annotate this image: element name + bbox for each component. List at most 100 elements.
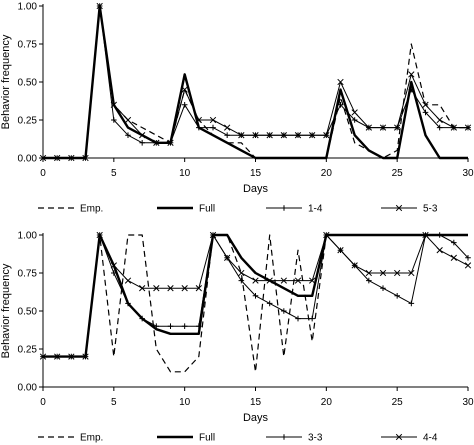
data-point-3-3 [451, 239, 457, 246]
x-axis-title: Days [243, 412, 269, 424]
data-point-5-3 [436, 116, 443, 124]
data-point-3-3 [196, 323, 202, 329]
y-tick-label: 0.75 [18, 269, 38, 280]
data-point-4-4 [96, 231, 103, 239]
data-point-5-3 [195, 116, 202, 124]
x-axis-title: Days [243, 183, 269, 195]
data-point-5-3 [351, 109, 358, 116]
data-point-4-4 [394, 269, 401, 277]
data-point-3-3 [465, 255, 471, 261]
data-point-4-4 [209, 231, 217, 239]
data-point-5-3 [323, 132, 330, 139]
legend-marker-3-3 [281, 434, 287, 440]
data-point-3-3 [252, 293, 259, 299]
data-point-3-3 [111, 270, 117, 276]
data-point-4-4 [351, 262, 358, 269]
data-point-3-3 [281, 308, 287, 314]
data-point-5-3 [82, 154, 89, 162]
y-tick-label: 1.00 [18, 2, 38, 13]
data-point-5-3 [266, 132, 273, 139]
data-point-5-3 [252, 132, 259, 139]
x-tick-label: 20 [321, 168, 333, 179]
data-point-3-3 [309, 315, 315, 322]
data-point-4-4 [195, 285, 202, 292]
data-point-1-4 [181, 102, 188, 108]
x-tick-label: 5 [111, 168, 117, 179]
data-point-3-3 [153, 323, 160, 329]
legend-label-emp: Emp. [80, 204, 103, 215]
data-point-4-4 [39, 353, 47, 360]
y-tick-label: 0.25 [18, 345, 38, 356]
data-point-5-3 [238, 132, 245, 139]
legend-marker-4-4 [395, 433, 403, 441]
data-point-3-3 [394, 293, 400, 299]
x-tick-label: 25 [392, 168, 404, 179]
x-tick-label: 0 [40, 397, 46, 408]
data-point-1-4 [337, 102, 344, 108]
data-point-4-4 [408, 269, 415, 277]
legend-label-full: Full [199, 433, 215, 444]
data-point-3-3 [380, 285, 386, 291]
data-point-5-3 [68, 154, 75, 162]
data-point-5-3 [153, 139, 160, 146]
data-point-3-3 [238, 277, 245, 284]
data-point-5-3 [408, 71, 415, 78]
legend-marker-5-3 [395, 204, 403, 212]
legend-label-full: Full [199, 204, 215, 215]
x-tick-label: 20 [321, 397, 333, 408]
data-point-4-4 [294, 277, 302, 284]
y-tick-label: 0.50 [18, 307, 38, 318]
data-point-4-4 [422, 231, 429, 239]
data-point-4-4 [167, 285, 174, 292]
legend-label-4-4: 4-4 [423, 433, 438, 444]
data-point-4-4 [252, 277, 259, 284]
data-point-4-4 [309, 277, 316, 284]
data-point-1-4 [224, 132, 230, 138]
data-point-4-4 [238, 269, 245, 277]
bottom-chart: 0.00 0.25 0.50 0.75 1.00 0 5 10 15 20 25 30 Days Beha… [0, 231, 474, 444]
y-tick-label: 0.75 [18, 40, 38, 51]
y-tick-label: 0.00 [18, 154, 38, 165]
data-point-1-4 [351, 117, 358, 123]
series-line-emp [43, 234, 468, 373]
data-point-3-3 [181, 323, 188, 329]
data-point-1-4 [210, 124, 216, 131]
data-point-4-4 [82, 353, 89, 360]
y-axis-title: Behavior frequency [0, 263, 12, 358]
data-point-4-4 [337, 247, 344, 254]
data-point-1-4 [111, 117, 117, 123]
y-tick-label: 0.50 [18, 78, 38, 89]
data-point-3-3 [266, 300, 273, 307]
data-point-4-4 [379, 269, 387, 277]
legend-label-3-3: 3-3 [308, 433, 323, 444]
data-point-5-3 [209, 116, 217, 124]
data-point-4-4 [365, 269, 372, 277]
data-point-5-3 [110, 101, 117, 108]
data-point-1-4 [408, 86, 415, 93]
data-point-5-3 [450, 124, 457, 131]
data-point-3-3 [295, 315, 301, 322]
data-point-1-4 [436, 124, 443, 131]
data-point-3-3 [408, 300, 415, 307]
data-point-3-3 [366, 277, 372, 284]
data-point-3-3 [167, 323, 174, 329]
data-point-5-3 [294, 132, 302, 139]
data-point-5-3 [139, 132, 146, 139]
data-point-4-4 [450, 254, 457, 261]
data-point-4-4 [54, 353, 61, 360]
data-point-5-3 [422, 101, 429, 108]
y-tick-label: 0.25 [18, 116, 38, 127]
data-point-5-3 [54, 154, 61, 162]
data-point-5-3 [394, 124, 401, 131]
data-point-5-3 [337, 78, 344, 86]
data-point-5-3 [309, 132, 316, 139]
y-tick-label: 1.00 [18, 231, 38, 242]
data-point-4-4 [224, 254, 231, 261]
data-point-5-3 [39, 154, 47, 162]
x-tick-label: 15 [250, 168, 262, 179]
x-tick-label: 10 [179, 397, 191, 408]
legend-label-emp: Emp. [80, 433, 103, 444]
data-point-4-4 [110, 262, 117, 269]
data-point-4-4 [323, 231, 330, 239]
x-tick-label: 0 [40, 168, 46, 179]
